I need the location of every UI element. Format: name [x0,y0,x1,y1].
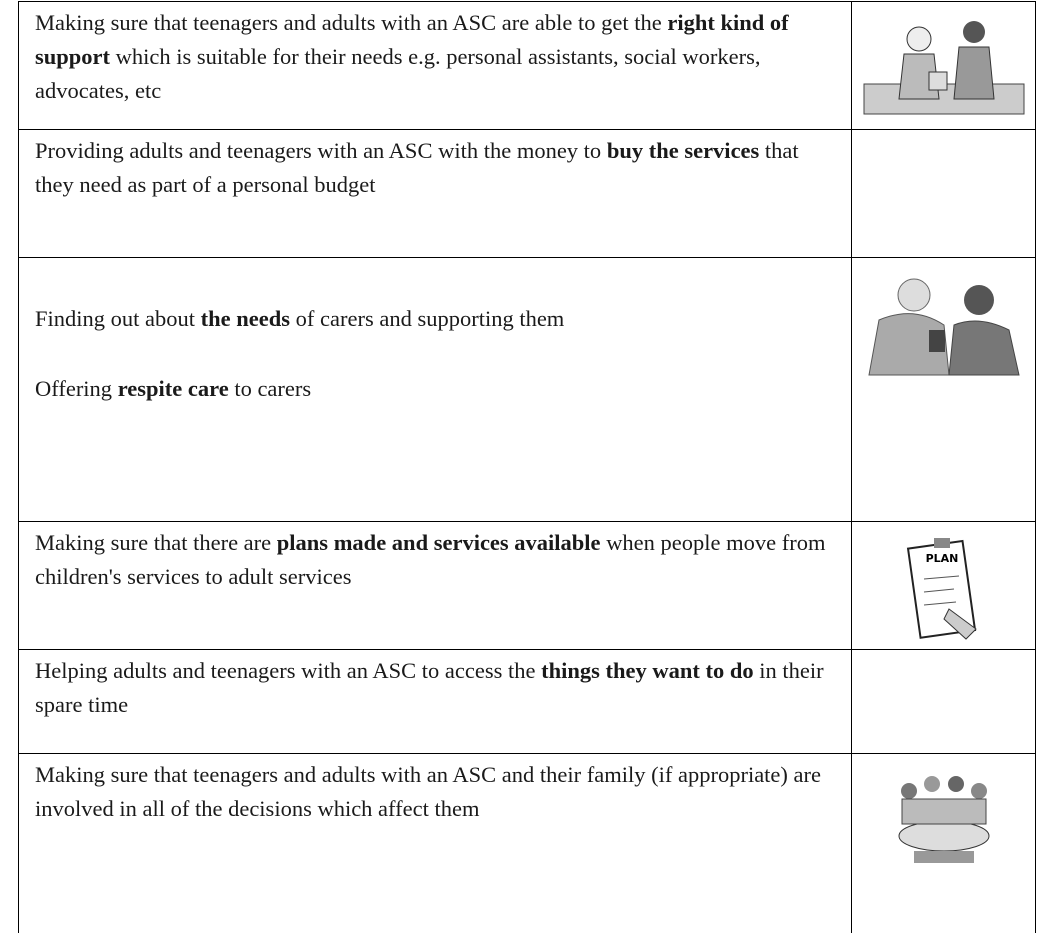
illustration-plan: PLAN [904,534,984,644]
table-row: Helping adults and teenagers with an ASC… [19,650,1036,754]
text: Making sure that there are [35,530,277,555]
text: Helping adults and teenagers with an ASC… [35,658,541,683]
table-row: Finding out about the needs of carers an… [19,258,1036,522]
paragraph: Making sure that there are plans made an… [35,526,835,594]
image-cell [852,2,1036,130]
text-cell: Making sure that teenagers and adults wi… [19,754,852,933]
paragraph: Providing adults and teenagers with an A… [35,134,835,202]
paragraph: Making sure that teenagers and adults wi… [35,758,835,826]
text: Making sure that teenagers and adults wi… [35,10,667,35]
image-cell [852,754,1036,933]
bold-text: respite care [118,376,229,401]
page: Making sure that teenagers and adults wi… [0,0,1048,841]
paragraph: Offering respite care to carers [35,372,835,406]
table-row: Making sure that teenagers and adults wi… [19,2,1036,130]
bold-text: things they want to do [541,658,754,683]
text-cell: Finding out about the needs of carers an… [19,258,852,522]
illustration-carers [859,270,1029,380]
plan-label: PLAN [925,552,958,565]
text-cell: Making sure that teenagers and adults wi… [19,2,852,130]
services-table: Making sure that teenagers and adults wi… [18,1,1036,933]
text: which is suitable for their needs e.g. p… [35,44,761,103]
paragraph: Helping adults and teenagers with an ASC… [35,654,835,722]
text: Offering [35,376,118,401]
table-row: Providing adults and teenagers with an A… [19,130,1036,258]
table-row: Making sure that teenagers and adults wi… [19,754,1036,933]
bold-text: plans made and services available [277,530,601,555]
text-cell: Helping adults and teenagers with an ASC… [19,650,852,754]
bold-text: buy the services [607,138,759,163]
table-body: Making sure that teenagers and adults wi… [19,2,1036,933]
text-cell: Making sure that there are plans made an… [19,522,852,650]
image-cell [852,258,1036,522]
text: of carers and supporting them [290,306,564,331]
text: Providing adults and teenagers with an A… [35,138,607,163]
paragraph: Making sure that teenagers and adults wi… [35,6,835,108]
illustration-meeting [894,766,994,866]
image-cell [852,130,1036,258]
image-cell [852,650,1036,754]
text: Finding out about [35,306,201,331]
image-cell: PLAN [852,522,1036,650]
bold-text: the needs [201,306,290,331]
text: Making sure that teenagers and adults wi… [35,762,821,821]
paragraph: Finding out about the needs of carers an… [35,302,835,336]
illustration-kitchen [859,14,1029,124]
text-cell: Providing adults and teenagers with an A… [19,130,852,258]
table-row: Making sure that there are plans made an… [19,522,1036,650]
text: to carers [229,376,311,401]
